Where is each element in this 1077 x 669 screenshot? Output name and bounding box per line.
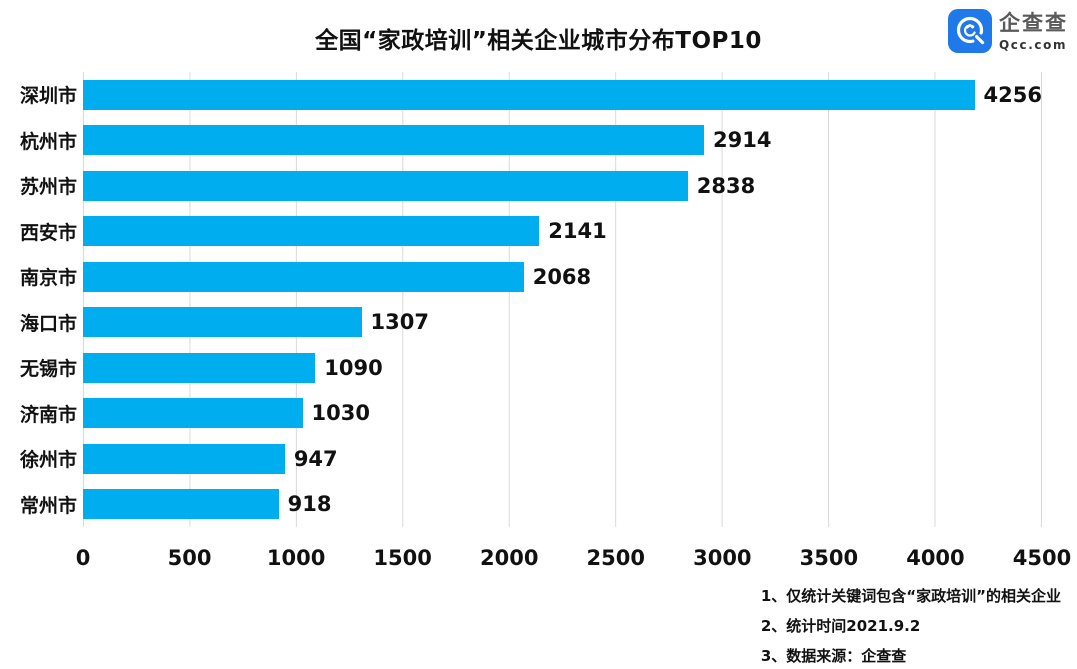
x-tick-label: 2000: [479, 546, 539, 570]
bar: [83, 216, 540, 247]
bar-row: 杭州市 2914: [20, 118, 1042, 164]
category-label: 南京市: [19, 267, 77, 290]
category-label: 无锡市: [19, 358, 77, 381]
value-label: 2068: [532, 264, 592, 289]
bar: [83, 79, 975, 110]
category-label: 深圳市: [19, 85, 77, 108]
bar: [83, 261, 524, 292]
category-label: 西安市: [19, 221, 77, 244]
bar: [83, 352, 316, 383]
bar: [83, 307, 362, 338]
value-label: 4256: [983, 82, 1042, 107]
logo-name: 企查查: [999, 10, 1068, 35]
bar-rows: 深圳市 4256 杭州市 2914 苏州市 2838 西安市 2141 南京市 2068 海口市 13…: [20, 72, 1042, 528]
qcc-magnifier-icon: [948, 9, 992, 53]
bar: [83, 398, 303, 429]
bar: [83, 170, 688, 201]
category-label: 常州市: [19, 494, 77, 517]
category-label: 苏州市: [19, 176, 77, 199]
category-label: 杭州市: [19, 130, 77, 153]
bar-row: 常州市 918: [20, 482, 1042, 528]
bar-row: 苏州市 2838: [20, 163, 1042, 209]
x-tick-label: 500: [167, 546, 212, 570]
bar-row: 南京市 2068: [20, 254, 1042, 300]
bar-row: 无锡市 1090: [20, 345, 1042, 391]
bar-row: 深圳市 4256: [20, 72, 1042, 118]
chart-title: 全国“家政培训”相关企业城市分布TOP10: [315, 28, 762, 54]
footnote-1: 1、仅统计关键词包含“家政培训”的相关企业: [760, 587, 1061, 605]
footnotes: 1、仅统计关键词包含“家政培训”的相关企业 2、统计时间2021.9.2 3、数…: [761, 581, 1061, 669]
x-tick-label: 1000: [266, 546, 326, 570]
bar: [83, 489, 279, 520]
bar-chart: 深圳市 4256 杭州市 2914 苏州市 2838 西安市 2141 南京市 2068 海口市 13…: [20, 72, 1042, 528]
x-tick-label: 3500: [799, 546, 859, 570]
x-tick-label: 2500: [586, 546, 645, 570]
category-label: 徐州市: [19, 449, 77, 472]
value-label: 1090: [324, 355, 383, 380]
x-tick-label: 4500: [1012, 546, 1072, 570]
value-label: 947: [293, 446, 338, 471]
value-label: 2141: [548, 219, 607, 244]
value-label: 918: [287, 492, 332, 517]
bar: [83, 125, 704, 156]
footnote-2: 2、统计时间2021.9.2: [760, 617, 921, 635]
bar-row: 济南市 1030: [20, 391, 1042, 437]
bar-row: 西安市 2141: [20, 209, 1042, 255]
bar-row: 海口市 1307: [20, 300, 1042, 346]
value-label: 1030: [311, 401, 370, 426]
category-label: 济南市: [19, 403, 77, 426]
footnote-3: 3、数据来源：企查查: [760, 647, 907, 665]
x-tick-label: 4000: [906, 546, 965, 570]
bar: [83, 443, 285, 474]
x-tick-label: 1500: [373, 546, 432, 570]
category-label: 海口市: [19, 312, 77, 335]
x-tick-label: 0: [75, 546, 91, 570]
logo-domain: Qcc.com: [999, 37, 1068, 52]
bar-row: 徐州市 947: [20, 436, 1042, 482]
value-label: 1307: [370, 310, 429, 335]
logo-text: 企查查 Qcc.com: [999, 11, 1068, 52]
x-tick-label: 3000: [693, 546, 752, 570]
qcc-logo: 企查查 Qcc.com: [948, 9, 1068, 53]
value-label: 2838: [696, 173, 756, 198]
x-axis: 0 500 1000 1500 2000 2500 3000 3500 4000 4500: [76, 546, 1072, 576]
value-label: 2914: [713, 128, 772, 153]
